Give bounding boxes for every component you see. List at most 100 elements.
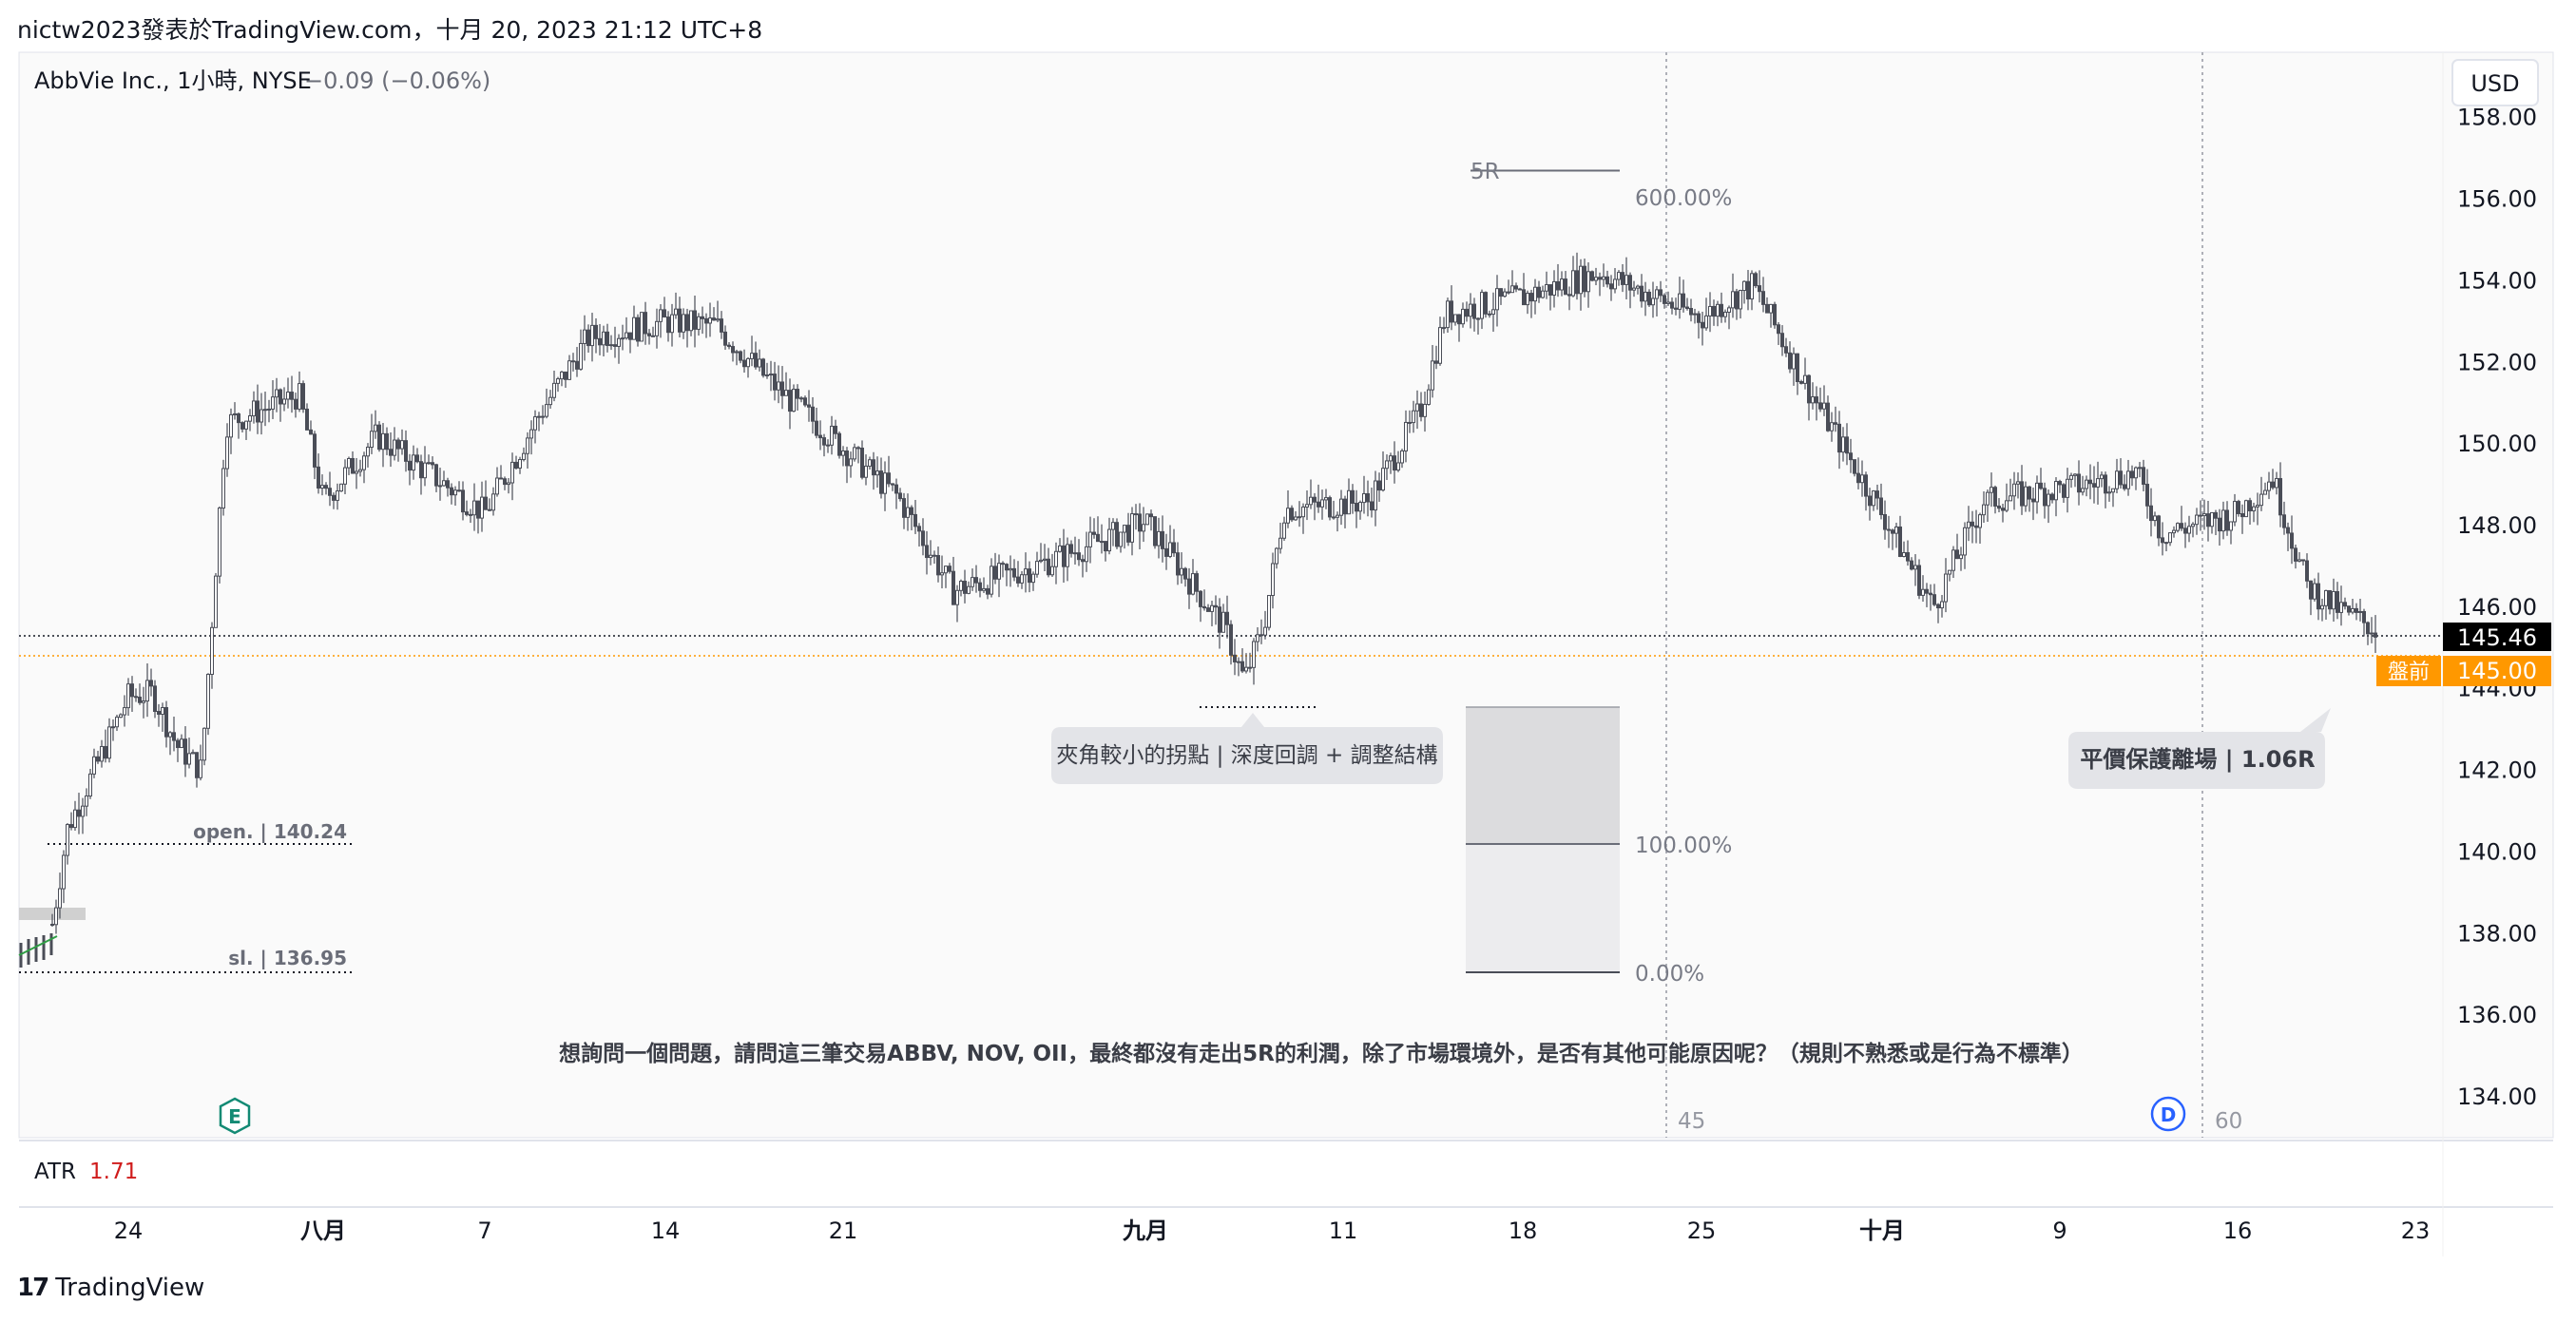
candle-body (1221, 611, 1225, 633)
candle-body (872, 459, 875, 476)
candle-body (1575, 270, 1579, 295)
candle-body (202, 727, 206, 761)
candle-body (1157, 530, 1161, 546)
candle-body (1328, 497, 1332, 518)
candle-body (1066, 544, 1069, 567)
candle-body (1951, 549, 1955, 571)
candle-body (1856, 472, 1860, 484)
publish-caption: nictw2023發表於TradingView.com，十月 20, 2023 … (17, 16, 763, 44)
candle-body (2043, 488, 2047, 507)
candle-body (1602, 276, 1605, 280)
candle-body (1552, 280, 1556, 296)
risk-box-upper[interactable] (1466, 707, 1620, 844)
bar-count-60: 60 (2215, 1109, 2242, 1134)
candle-body (446, 480, 450, 489)
candle-body (271, 396, 275, 410)
candle-body (701, 316, 704, 319)
candle-body (313, 433, 317, 468)
candle-body (1510, 285, 1514, 294)
candle-body (1799, 381, 1803, 384)
candle-body (1769, 303, 1773, 314)
candle-body (355, 470, 358, 474)
candle-body (370, 431, 374, 449)
callout-left[interactable]: 夾角較小的拐點 | 深度回調 + 調整結構 (1051, 713, 1443, 784)
atr-label[interactable]: ATR (34, 1160, 76, 1184)
candle-body (826, 444, 830, 447)
candle-body (221, 468, 225, 509)
candle-body (1704, 315, 1708, 329)
tradingview-logo[interactable]: 17 TradingView (17, 1274, 204, 1302)
candle-body (2320, 604, 2324, 610)
candle-body (1301, 506, 1305, 518)
candle-body (799, 397, 803, 400)
candle-body (807, 404, 811, 408)
question-annotation[interactable]: 想詢問一個問題，請問這三筆交易ABBV, NOV, OII，最終都沒有走出5R的… (559, 1041, 2084, 1066)
candle-body (1229, 623, 1233, 656)
candle-body (2358, 610, 2362, 613)
candle-body (769, 374, 773, 376)
candle-body (796, 389, 799, 399)
main-pane[interactable] (18, 51, 2554, 1139)
candle-body (2343, 602, 2347, 607)
candle-body (1096, 533, 1100, 543)
candle-body (815, 420, 818, 436)
bar-count-45: 45 (1678, 1109, 1705, 1134)
candle-body (609, 344, 613, 347)
candle-body (2248, 500, 2252, 511)
candle-body (982, 587, 986, 591)
candle-body (784, 390, 788, 396)
price-axis[interactable]: 158.00 156.00 154.00 152.00 150.00 148.00 146.… (2457, 105, 2537, 1110)
candle-body (2111, 488, 2115, 493)
candle-body (1271, 563, 1275, 597)
risk-box-lower[interactable] (1466, 844, 1620, 973)
candle-body (1537, 286, 1541, 298)
candle-body (1720, 303, 1723, 317)
candle-body (2176, 523, 2180, 531)
candle-body (1548, 284, 1552, 296)
candle-body (1571, 270, 1575, 297)
dividend-badge[interactable]: D (2150, 1096, 2186, 1132)
last-price-badge: 145.46 (2443, 623, 2551, 651)
candle-body (959, 581, 963, 591)
candle-body (195, 752, 199, 778)
candle-body (1355, 503, 1358, 512)
candle-body (2058, 481, 2062, 486)
candle-body (1043, 558, 1047, 561)
candle-body (503, 478, 507, 486)
candle-body (2149, 505, 2153, 522)
candle-body (963, 581, 967, 594)
candle-body (191, 752, 195, 755)
candle-body (1374, 480, 1377, 511)
candle-body (2294, 547, 2297, 562)
candle-body (2313, 583, 2316, 600)
tradingview-logo-icon: 17 (17, 1274, 49, 1302)
candle-body (2031, 498, 2035, 503)
candle-body (1853, 459, 1856, 474)
earnings-badge[interactable]: E (219, 1097, 251, 1135)
candle-body (1016, 576, 1020, 584)
candle-body (644, 312, 647, 335)
candle-body (2225, 509, 2229, 531)
candle-body (1484, 292, 1488, 315)
callout-right[interactable]: 平價保護離場 | 1.06R (2068, 708, 2331, 789)
candle-body (586, 329, 590, 347)
time-axis[interactable]: 24 八月 7 14 21 九月 11 18 25 十月 9 16 23 (114, 1218, 2431, 1244)
candle-body (1678, 293, 1682, 310)
currency-button[interactable]: USD (2451, 59, 2539, 106)
candle-body (2016, 481, 2020, 485)
symbol-title[interactable]: AbbVie Inc., 1小時, NYSE (34, 67, 312, 94)
candle-body (1499, 288, 1503, 297)
mini-candles-icon (18, 933, 58, 968)
candle-body (218, 508, 221, 577)
candle-body (1632, 287, 1636, 291)
candle-body (1796, 353, 1799, 383)
candle-body (2362, 610, 2366, 623)
candle-body (2126, 470, 2130, 489)
candle-body (1202, 605, 1206, 609)
candle-body (1317, 501, 1320, 508)
time-tick-label: 7 (477, 1218, 491, 1244)
candle-body (1233, 654, 1237, 662)
candle-series[interactable] (50, 252, 2377, 934)
candle-body (244, 420, 248, 430)
